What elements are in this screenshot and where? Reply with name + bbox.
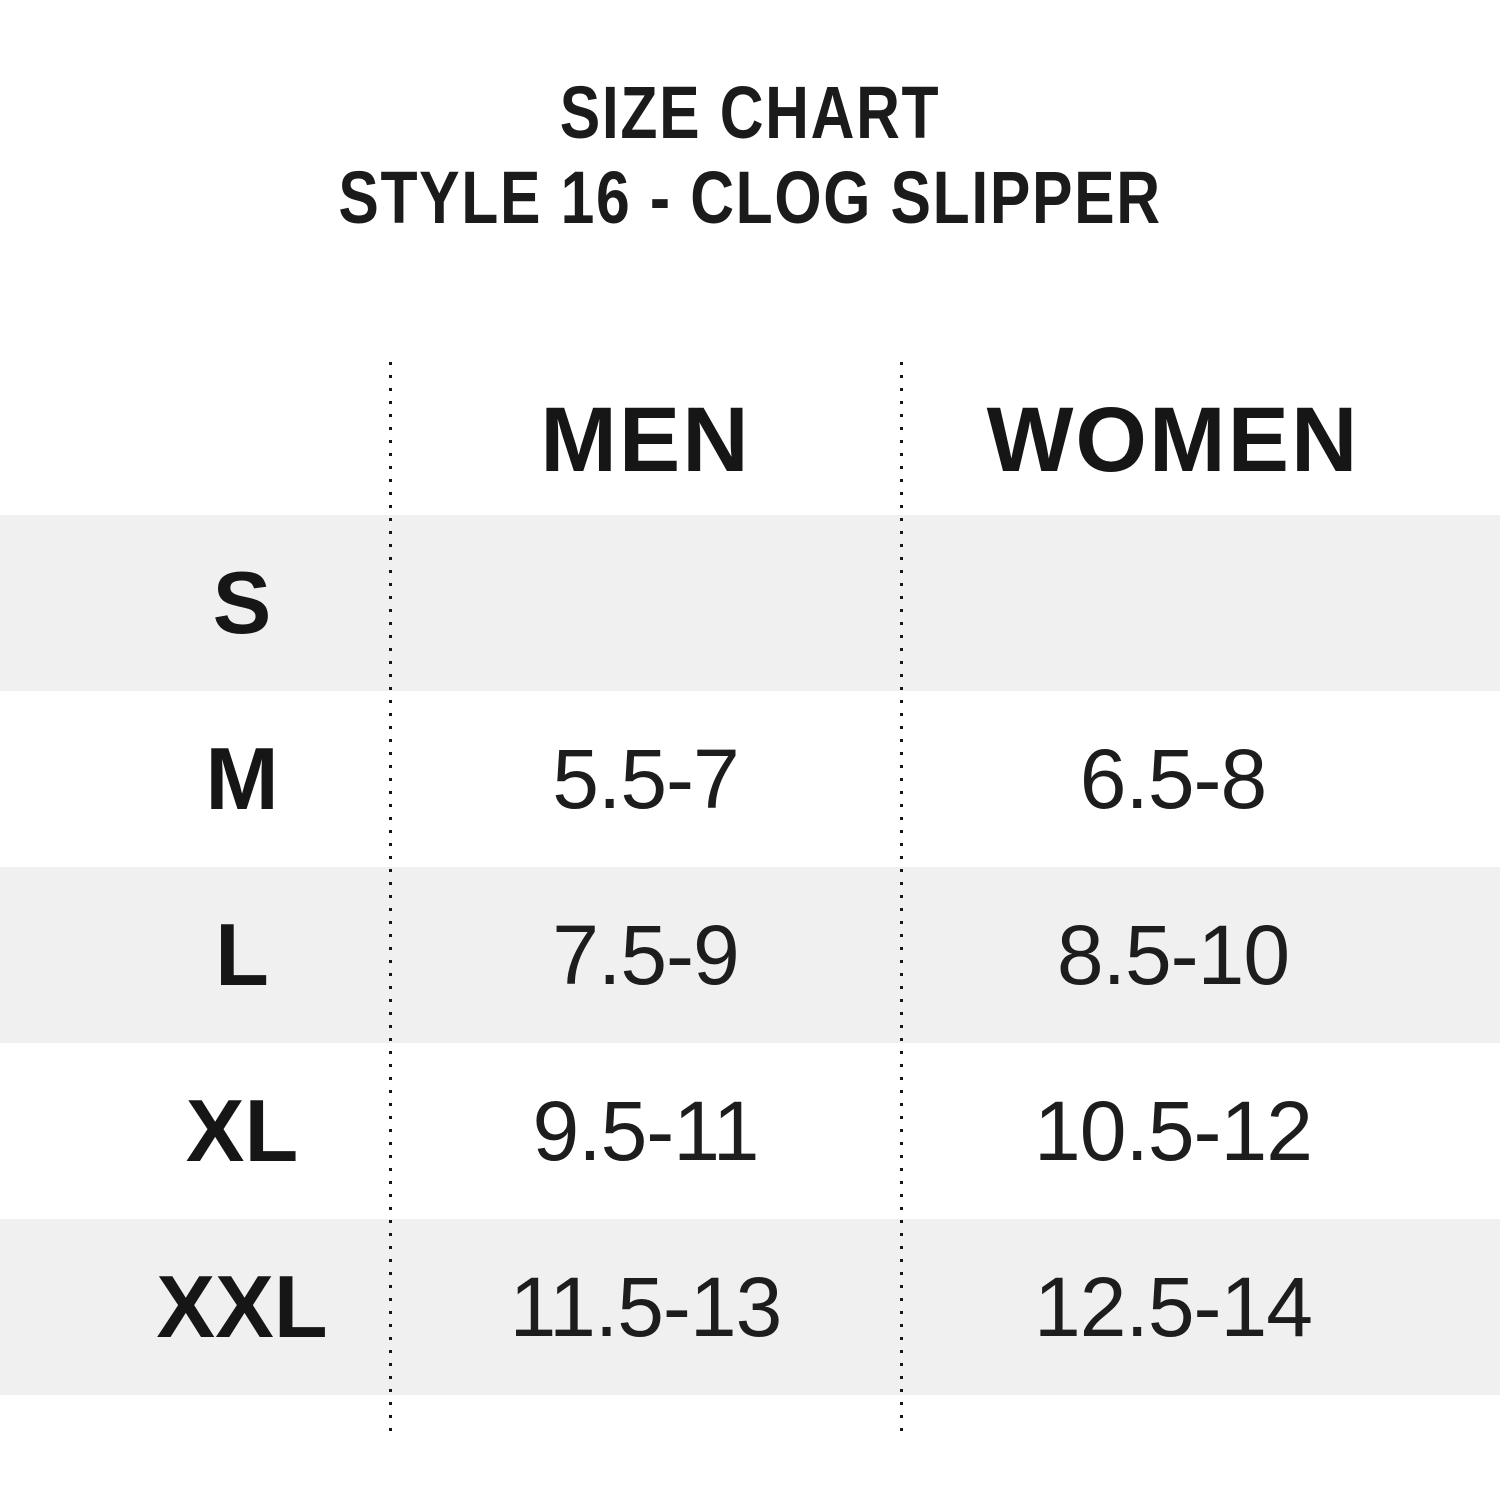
men-size-value: 7.5-9 [552,907,739,1002]
column-header-women: WOMEN [986,388,1360,491]
size-label: XL [185,1081,299,1180]
men-size-value: 5.5-7 [552,731,739,826]
women-size-value: 8.5-10 [1056,907,1290,1002]
table-row-s: S [0,515,1500,691]
women-size-value: 12.5-14 [1034,1259,1313,1354]
title-line-1: SIZE CHART [559,71,941,154]
table-row-xl: XL 9.5-11 10.5-12 [0,1043,1500,1219]
table-row-l: L 7.5-9 8.5-10 [0,867,1500,1043]
size-label: M [205,729,279,828]
size-chart-title: SIZE CHART STYLE 16 - CLOG SLIPPER [135,70,1365,240]
men-size-value: 11.5-13 [509,1259,783,1354]
women-size-value [901,515,1445,691]
size-label: S [212,553,272,652]
table-header-row: MEN WOMEN [0,365,1500,515]
men-size-value: 9.5-11 [532,1083,760,1178]
dotted-divider-right [900,362,903,1437]
women-size-value: 6.5-8 [1079,731,1267,826]
men-size-value [390,515,901,691]
table-row-xxl: XXL 11.5-13 12.5-14 [0,1219,1500,1395]
column-header-men: MEN [540,388,751,491]
women-size-value: 10.5-12 [1034,1083,1313,1178]
size-label: XXL [156,1257,328,1356]
title-line-2: STYLE 16 - CLOG SLIPPER [338,156,1162,239]
table-row-m: M 5.5-7 6.5-8 [0,691,1500,867]
size-table: MEN WOMEN S M 5.5-7 6.5-8 L 7.5-9 8.5-10… [0,365,1500,1395]
size-label: L [215,905,269,1004]
header-spacer-cell [47,365,437,515]
dotted-divider-left [389,362,392,1437]
